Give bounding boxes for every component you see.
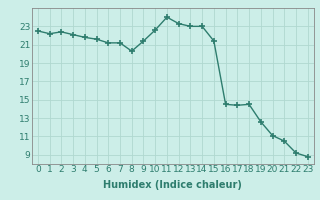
X-axis label: Humidex (Indice chaleur): Humidex (Indice chaleur) [103, 180, 242, 190]
